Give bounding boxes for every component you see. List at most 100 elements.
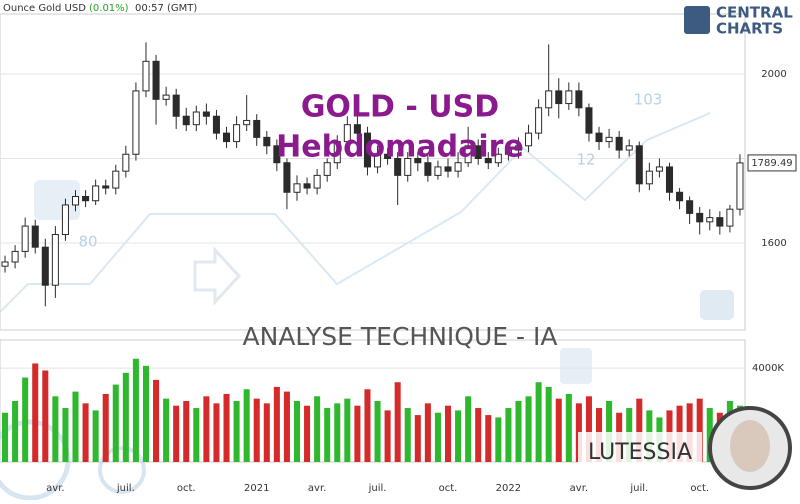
candle-body — [112, 170, 120, 189]
candle-body — [192, 111, 200, 126]
candle-body — [363, 132, 371, 168]
volume-bar — [706, 408, 713, 462]
candle-body — [374, 153, 382, 168]
candle-body — [61, 204, 69, 236]
volume-bar — [404, 408, 411, 462]
candle-body — [243, 119, 251, 126]
candle-body — [303, 183, 311, 189]
brand-box — [578, 432, 702, 472]
candle-body — [384, 153, 392, 159]
candle-body — [273, 145, 281, 164]
candle-body — [555, 90, 563, 105]
volume-bar — [304, 405, 311, 462]
volume-bar — [253, 398, 260, 462]
volume-bar — [434, 412, 441, 462]
volume-bar — [243, 389, 250, 462]
candle-body — [535, 107, 543, 134]
volume-bar — [223, 393, 230, 462]
x-tick-label: oct. — [439, 483, 458, 494]
candle-body — [736, 162, 744, 210]
volume-bar — [535, 382, 542, 462]
time: 00:57 (GMT) — [135, 3, 197, 14]
x-tick-label: oct. — [690, 483, 709, 494]
volume-bar — [72, 391, 79, 462]
price-label-box — [747, 154, 797, 172]
candle-body — [394, 157, 402, 176]
volume-bar — [213, 403, 220, 462]
candle-body — [585, 107, 593, 134]
volume-bar — [233, 401, 240, 462]
candle-body — [575, 90, 583, 109]
volume-bar — [344, 398, 351, 462]
volume-bar — [32, 363, 39, 462]
x-tick-label: juil. — [368, 483, 387, 494]
watermark — [0, 112, 734, 501]
volume-bar — [525, 396, 532, 462]
candle-body — [484, 157, 492, 164]
logo-line1: CENTRAL — [716, 4, 793, 22]
volume-bar — [112, 384, 119, 462]
candle-body — [323, 162, 331, 176]
volume-bar — [696, 398, 703, 462]
volume-bar — [183, 401, 190, 462]
x-tick-label: 2021 — [244, 483, 269, 494]
candle-body — [615, 136, 623, 151]
volume-bar — [2, 412, 9, 462]
volume-bar — [173, 405, 180, 462]
candle-body — [565, 90, 573, 105]
candle-body — [474, 145, 482, 159]
icon — [560, 348, 592, 384]
y-tick-label: 1600 — [761, 238, 786, 249]
candle-body — [51, 234, 59, 286]
candle-body — [313, 174, 321, 189]
volume-bar — [62, 408, 69, 462]
volume-bar — [153, 379, 160, 462]
volume-bar — [163, 398, 170, 462]
x-tick-label: avr. — [308, 483, 326, 494]
overlay-title: GOLD - USD — [301, 90, 499, 125]
candle-body — [182, 115, 190, 126]
volume-bar — [263, 403, 270, 462]
arrow-circle — [98, 446, 146, 494]
candle-body — [102, 185, 110, 189]
candle-body — [283, 162, 291, 193]
volume-bar — [364, 389, 371, 462]
volume-bar — [22, 377, 29, 462]
volume-bar — [555, 398, 562, 462]
candle-body — [263, 136, 271, 147]
volume-bar — [414, 415, 421, 462]
volume-bar — [394, 382, 401, 462]
candle-body — [504, 149, 512, 155]
candle-body — [253, 119, 261, 138]
volume-bar — [102, 393, 109, 462]
x-tick-label: oct. — [177, 483, 196, 494]
volume-bar — [354, 405, 361, 462]
overlay-subtitle: Hebdomadaire — [276, 130, 524, 165]
volume-bar — [606, 401, 613, 462]
volume-bar — [293, 401, 301, 462]
arrow-icon — [193, 246, 242, 306]
volume-bar — [485, 415, 492, 462]
candle-body — [333, 141, 341, 164]
candle-body — [424, 162, 432, 176]
volume-bar — [495, 417, 502, 462]
candle-body — [525, 132, 533, 147]
candle-body — [1, 261, 9, 267]
candle-body — [464, 145, 472, 164]
volume-bar — [424, 403, 431, 462]
candle-body — [665, 166, 674, 193]
candle-body — [353, 124, 361, 134]
volume-bar — [475, 408, 482, 462]
candle-body — [645, 170, 653, 185]
candle-body — [434, 166, 442, 176]
logo-line2: CHARTS — [716, 20, 783, 38]
forecast-label: 12 — [576, 151, 595, 169]
candle-body — [122, 153, 130, 172]
instrument: Ounce Gold USD — [3, 3, 86, 14]
price-frame — [0, 13, 746, 331]
candle-body — [404, 157, 412, 176]
candle-body — [676, 191, 684, 202]
volume-bar — [505, 408, 512, 462]
volume-bar — [203, 396, 210, 462]
